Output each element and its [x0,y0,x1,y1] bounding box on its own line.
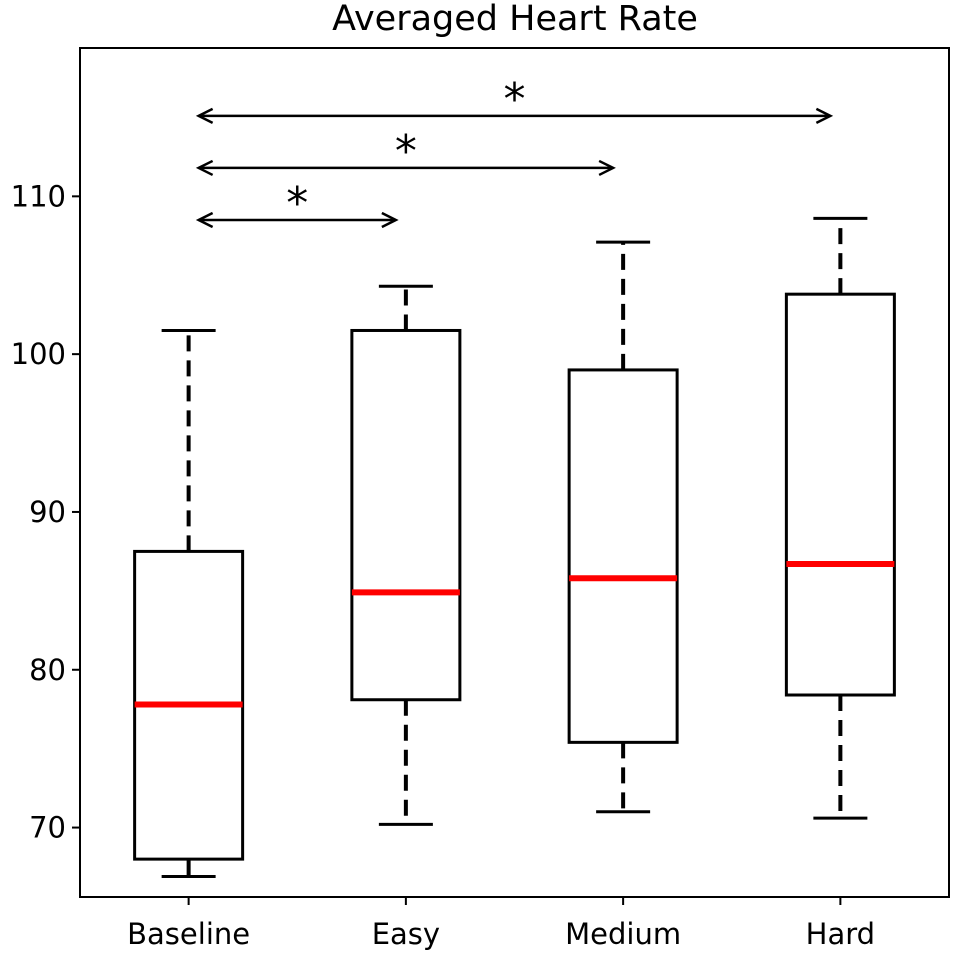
x-axis: Baseline Easy Medium Hard [127,897,875,951]
arrow-right-icon [815,107,834,124]
arrow-right-icon [381,211,399,229]
iqr-box [567,368,679,744]
box-baseline [133,328,245,878]
significance-star: * [286,178,308,229]
chart-title: Averaged Heart Rate [332,0,698,39]
boxes [133,216,896,878]
significance-annotations: * * * [195,74,834,229]
arrow-left-icon [195,211,214,229]
box-hard [784,216,896,820]
iqr-box [350,328,462,702]
arrow-left-icon [195,159,214,177]
significance-star: * [395,126,417,177]
arrow-left-icon [195,107,214,124]
x-tick-label: Medium [565,917,681,951]
x-tick-label: Easy [372,917,440,951]
significance-bracket: * [195,126,616,177]
plot-frame [79,47,950,898]
significance-bracket: * [195,74,834,125]
y-axis: 70 80 90 100 110 [11,179,80,845]
significance-bracket: * [195,178,399,229]
significance-star: * [504,74,526,125]
y-tick-label: 110 [11,179,66,213]
box-easy [350,284,462,826]
x-tick-label: Hard [806,917,875,951]
y-tick-label: 90 [29,495,66,529]
arrow-right-icon [598,159,616,177]
x-tick-label: Baseline [127,917,250,951]
y-tick-label: 100 [11,337,66,371]
y-tick-label: 70 [29,811,66,845]
box-medium [567,240,679,814]
y-tick-label: 80 [29,653,66,687]
iqr-box [784,292,896,697]
